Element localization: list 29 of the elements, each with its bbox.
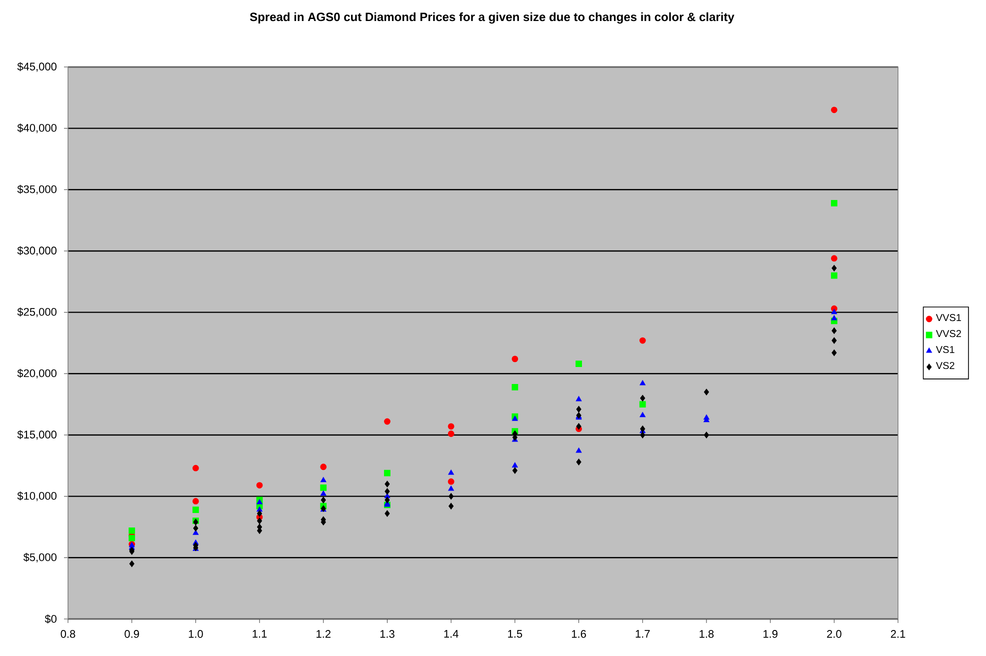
x-tick-label: 1.2 bbox=[316, 630, 330, 638]
x-tick-label: 0.9 bbox=[124, 630, 139, 638]
x-tick-label: 1.4 bbox=[444, 630, 458, 638]
y-tick-label: $15,000 bbox=[17, 430, 56, 440]
x-tick-label: 2.1 bbox=[890, 630, 906, 638]
x-tick-label: 1.3 bbox=[380, 630, 394, 638]
x-tick-label: 2.0 bbox=[827, 630, 842, 638]
x-tick-label: 1.5 bbox=[508, 630, 522, 638]
chart-title: Spread in AGS0 cut Diamond Prices for a given size due to changes in color & clarity bbox=[250, 12, 734, 24]
x-tick-label: 1.1 bbox=[252, 630, 267, 638]
legend-label: VVS1 bbox=[936, 314, 961, 322]
y-tick-label: $35,000 bbox=[17, 184, 56, 194]
y-tick-label: $45,000 bbox=[17, 62, 56, 72]
x-tick-label: 1.0 bbox=[188, 630, 203, 638]
y-tick-label: $40,000 bbox=[17, 124, 56, 134]
x-tick-label: 0.8 bbox=[60, 630, 76, 638]
legend-label: VS2 bbox=[936, 362, 954, 370]
y-tick-label: $0 bbox=[44, 614, 56, 624]
x-tick-label: 1.7 bbox=[636, 630, 650, 638]
x-tick-label: 1.9 bbox=[764, 630, 778, 638]
y-tick-label: $10,000 bbox=[17, 492, 56, 502]
y-tick-label: $20,000 bbox=[17, 368, 56, 378]
y-tick-label: $25,000 bbox=[17, 308, 56, 318]
y-tick-label: $5,000 bbox=[23, 552, 56, 562]
legend-label: VVS2 bbox=[936, 330, 961, 338]
legend-label: VS1 bbox=[936, 346, 954, 354]
y-tick-label: $30,000 bbox=[17, 246, 56, 256]
x-tick-label: 1.8 bbox=[700, 630, 714, 638]
x-tick-label: 1.6 bbox=[572, 630, 586, 638]
